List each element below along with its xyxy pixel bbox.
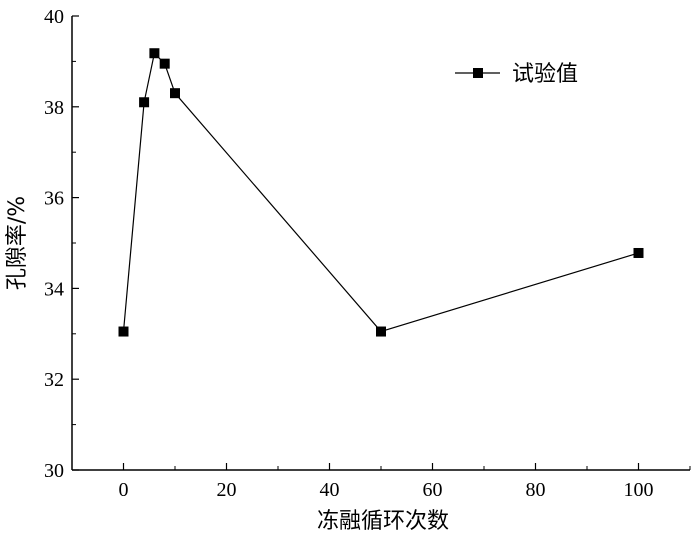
x-tick-label: 20	[217, 479, 237, 501]
series-layer	[118, 48, 644, 337]
y-tick-label: 40	[44, 6, 64, 28]
x-tick-label: 100	[624, 479, 654, 501]
data-point	[376, 326, 386, 337]
axes: 0 20 40 60 80 100 30 32 34 36 38 40 冻融循环次数 孔隙率/%	[5, 6, 691, 534]
data-point	[633, 247, 644, 258]
x-tick-label: 60	[423, 479, 443, 501]
data-point	[118, 326, 129, 337]
x-tick-label: 0	[119, 479, 129, 501]
y-tick-label: 38	[44, 97, 64, 119]
legend-label: 试验值	[512, 62, 578, 87]
y-tick-label: 36	[44, 188, 64, 210]
data-point	[159, 58, 170, 69]
x-tick-label: 80	[526, 479, 546, 501]
legend-marker	[473, 68, 483, 78]
data-point	[139, 97, 150, 108]
legend: 试验值	[455, 62, 578, 87]
y-axis-title: 孔隙率/%	[5, 196, 30, 290]
data-point	[170, 88, 180, 99]
series-line	[122, 51, 639, 333]
y-tick-label: 32	[44, 369, 64, 391]
x-tick-label: 40	[320, 479, 340, 501]
x-axis-title: 冻融循环次数	[317, 509, 449, 534]
data-point	[149, 48, 160, 59]
y-tick-label: 30	[44, 460, 64, 482]
y-tick-label: 34	[44, 278, 64, 300]
